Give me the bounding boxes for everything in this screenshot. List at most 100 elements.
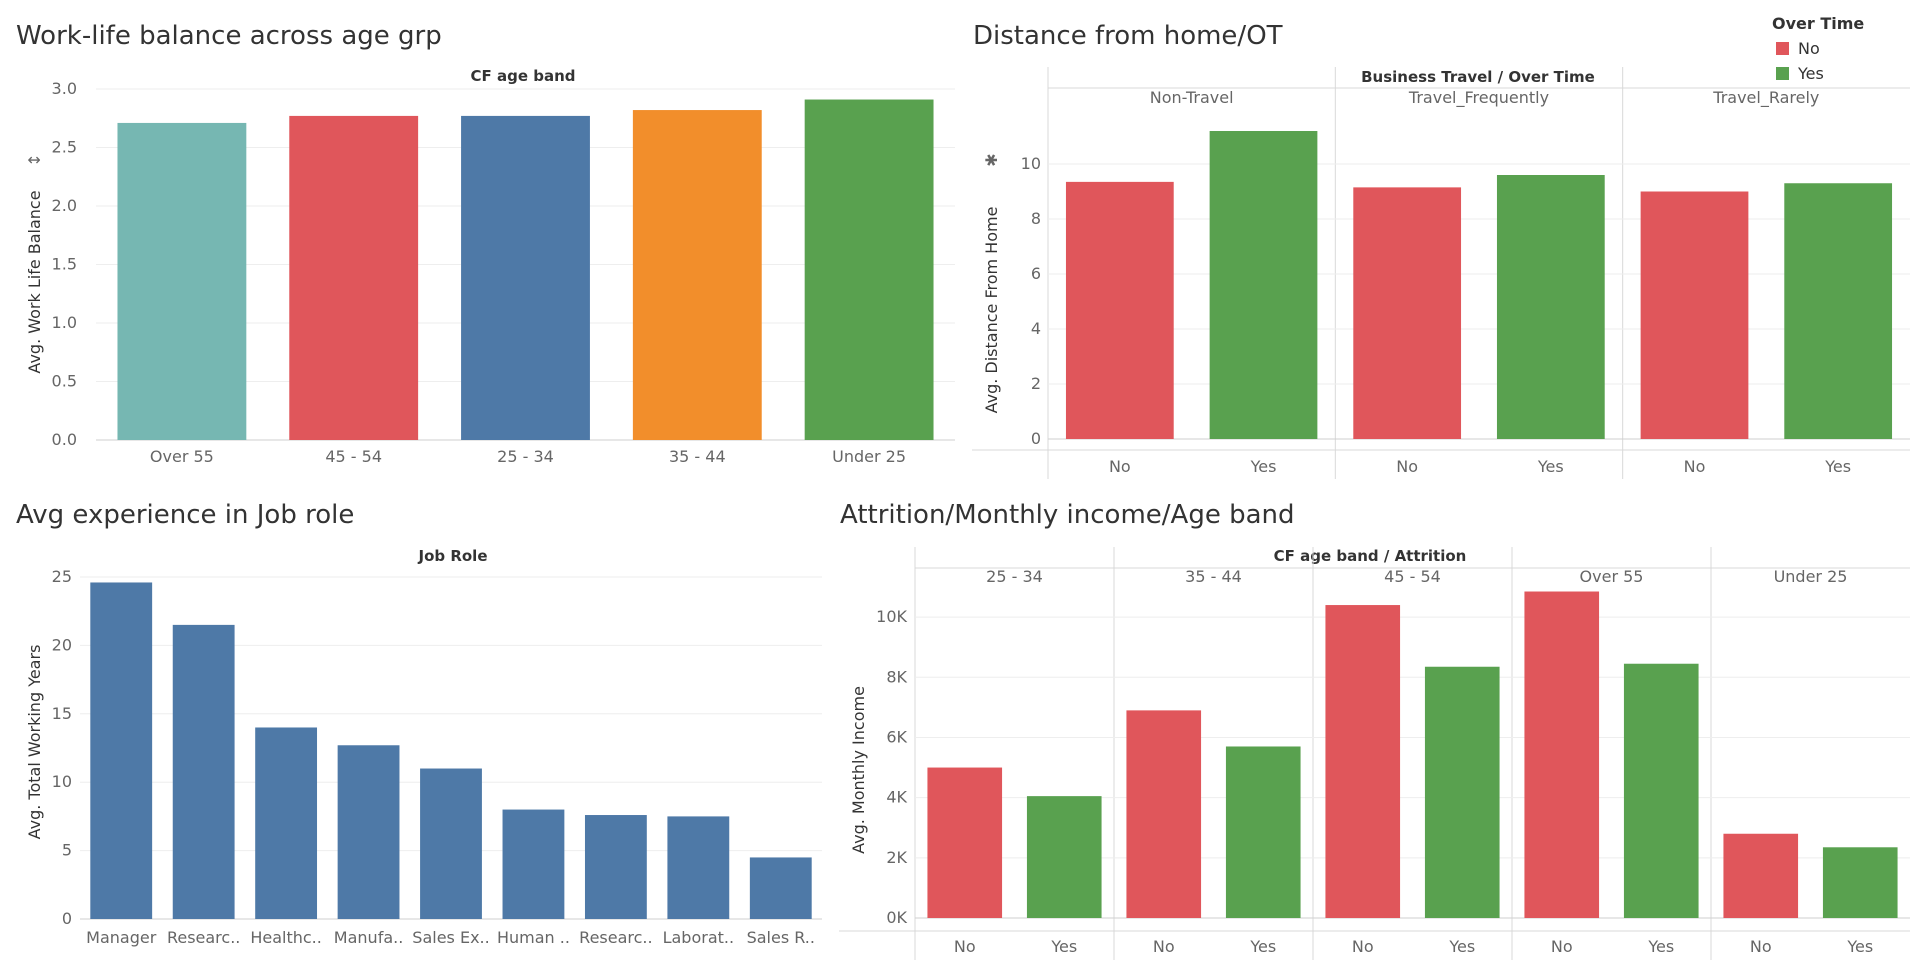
bar[interactable] [1496, 175, 1605, 439]
y-tick-label: 10 [1021, 154, 1041, 173]
bar[interactable] [90, 582, 153, 919]
y-axis-title: Avg. Total Working Years [25, 645, 44, 840]
x-category-label: No [1352, 937, 1374, 956]
bar[interactable] [117, 122, 247, 441]
column-header: Business Travel / Over Time [1361, 68, 1595, 86]
bar[interactable] [804, 99, 934, 440]
pin-icon[interactable]: ✱ [982, 153, 1001, 166]
x-category-label: Yes [1537, 457, 1564, 476]
y-axis-title: Avg. Distance From Home [982, 207, 1001, 414]
over-time-legend: Over Time No Yes [1772, 14, 1864, 83]
sort-icon[interactable]: ↕ [25, 153, 44, 166]
monthly-income-chart: Attrition/Monthly income/Age band CF age… [839, 500, 1910, 960]
y-tick-label: 2.0 [52, 196, 77, 215]
y-tick-label: 0.0 [52, 430, 77, 449]
y-tick-label: 2.5 [52, 138, 77, 157]
x-category-label: Yes [1647, 937, 1674, 956]
legend-swatch[interactable] [1776, 42, 1789, 55]
y-tick-label: 3.0 [52, 79, 77, 98]
bar[interactable] [1325, 605, 1401, 918]
x-category-label: Researc.. [579, 928, 652, 947]
x-category-label: Laborat.. [663, 928, 735, 947]
x-category-label: Under 25 [832, 447, 906, 466]
column-header: CF age band [470, 67, 575, 85]
x-category-label: Sales Ex.. [412, 928, 489, 947]
y-axis-title: Avg. Work Life Balance [25, 190, 44, 373]
bar[interactable] [1640, 191, 1749, 440]
bar[interactable] [1225, 746, 1301, 918]
y-tick-label: 0.5 [52, 372, 77, 391]
bar[interactable] [502, 809, 565, 919]
distance-from-home-chart: Distance from home/OT Business Travel / … [972, 21, 1910, 479]
legend-title: Over Time [1772, 14, 1864, 33]
bar[interactable] [1065, 181, 1174, 439]
bar[interactable] [667, 816, 730, 919]
x-category-label: Yes [1846, 937, 1873, 956]
chart-title: Attrition/Monthly income/Age band [840, 500, 1295, 530]
experience-by-job-role-chart: Avg experience in Job role Job Role 0 5 10… [16, 500, 822, 947]
work-life-balance-chart: Work-life balance across age grp CF age … [16, 21, 955, 466]
y-tick-label: 6K [886, 727, 907, 746]
legend-swatch[interactable] [1776, 67, 1789, 80]
x-category-label: Human .. [497, 928, 570, 947]
x-category-label: No [954, 937, 976, 956]
bar[interactable] [1209, 131, 1318, 439]
bar[interactable] [1784, 183, 1893, 439]
x-category-label: Yes [1249, 937, 1276, 956]
y-tick-label: 2K [886, 848, 907, 867]
bar[interactable] [461, 115, 590, 440]
bar[interactable] [1822, 847, 1898, 918]
y-tick-label: 4 [1031, 319, 1041, 338]
x-category-label: 25 - 34 [497, 447, 554, 466]
pane-label: 45 - 54 [1384, 567, 1441, 586]
x-category-label: Yes [1050, 937, 1077, 956]
bar[interactable] [1524, 591, 1600, 918]
bar[interactable] [927, 767, 1003, 918]
bar[interactable] [1623, 663, 1699, 918]
x-category-label: No [1153, 937, 1175, 956]
x-category-label: No [1109, 457, 1131, 476]
y-tick-label: 0 [62, 909, 72, 928]
y-tick-label: 2 [1031, 374, 1041, 393]
y-tick-label: 6 [1031, 264, 1041, 283]
chart-title: Work-life balance across age grp [16, 21, 442, 51]
x-category-label: No [1750, 937, 1772, 956]
bar[interactable] [420, 768, 482, 919]
x-category-label: Over 55 [150, 447, 214, 466]
bar[interactable] [172, 624, 235, 919]
bar[interactable] [1723, 833, 1799, 918]
pane-label: Over 55 [1580, 567, 1644, 586]
y-tick-label: 0 [1031, 429, 1041, 448]
pane-label: Non-Travel [1150, 88, 1234, 107]
x-category-label: Yes [1250, 457, 1277, 476]
x-category-label: 35 - 44 [669, 447, 726, 466]
bar[interactable] [1353, 187, 1462, 439]
bar[interactable] [255, 727, 318, 919]
bar[interactable] [584, 815, 647, 919]
x-category-label: Yes [1824, 457, 1851, 476]
x-category-label: No [1684, 457, 1706, 476]
y-tick-label: 20 [52, 635, 72, 654]
y-axis-title: Avg. Monthly Income [849, 686, 868, 854]
bar[interactable] [337, 745, 400, 919]
pane-label: Travel_Frequently [1408, 88, 1549, 108]
legend-label[interactable]: Yes [1797, 64, 1824, 83]
x-category-label: No [1396, 457, 1418, 476]
x-category-label: Yes [1448, 937, 1475, 956]
pane-label: 25 - 34 [986, 567, 1043, 586]
bar[interactable] [749, 857, 812, 919]
bar[interactable] [289, 115, 419, 440]
x-category-label: Healthc.. [250, 928, 322, 947]
y-tick-label: 15 [52, 704, 72, 723]
bar[interactable] [1126, 710, 1202, 918]
y-tick-label: 4K [886, 788, 907, 807]
bar[interactable] [632, 110, 762, 440]
legend-label[interactable]: No [1798, 39, 1820, 58]
y-tick-label: 8K [886, 667, 907, 686]
y-tick-label: 0K [886, 908, 907, 927]
pane-label: Travel_Rarely [1712, 88, 1819, 108]
bar[interactable] [1026, 796, 1102, 918]
x-category-label: Researc.. [167, 928, 240, 947]
bar[interactable] [1424, 666, 1500, 918]
